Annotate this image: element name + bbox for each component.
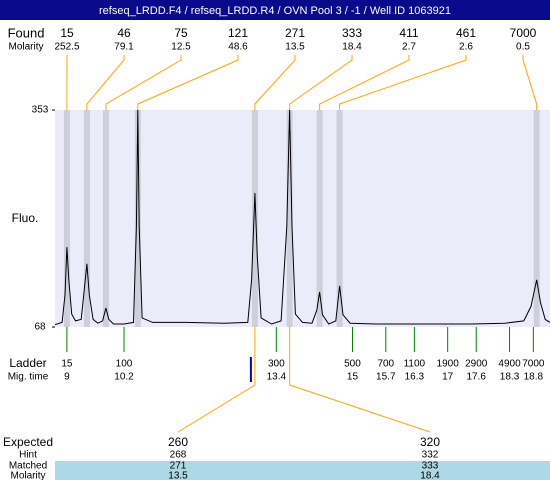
found-size: 271 bbox=[285, 26, 305, 40]
peak-band bbox=[63, 110, 70, 327]
mig-time-label: Mig. time bbox=[8, 372, 49, 383]
peak-band bbox=[251, 110, 258, 327]
found-connector bbox=[319, 55, 410, 110]
title: refseq_LRDD.F4 / refseq_LRDD.R4 / OVN Po… bbox=[99, 5, 451, 17]
ladder-size: 15 bbox=[61, 359, 73, 370]
peak-band bbox=[316, 110, 323, 327]
matched-row-bg bbox=[55, 461, 550, 480]
expected-value: 268 bbox=[170, 450, 187, 461]
found-molarity: 12.5 bbox=[171, 42, 191, 53]
peak-band bbox=[336, 110, 343, 327]
ladder-mig-time: 15.7 bbox=[376, 372, 396, 383]
expected-value: 260 bbox=[168, 435, 188, 449]
ladder-mig-time: 18.3 bbox=[500, 372, 520, 383]
found-size: 461 bbox=[456, 26, 476, 40]
found-molarity: 79.1 bbox=[114, 42, 134, 53]
ladder-mig-time: 17 bbox=[442, 372, 454, 383]
found-molarity: 252.5 bbox=[54, 42, 79, 53]
found-size: 7000 bbox=[510, 26, 537, 40]
ladder-size: 1900 bbox=[437, 359, 460, 370]
found-molarity: 18.4 bbox=[342, 42, 362, 53]
found-size: 333 bbox=[342, 26, 362, 40]
ladder-mig-time: 18.8 bbox=[524, 372, 544, 383]
found-size: 411 bbox=[399, 26, 418, 40]
ladder-size: 100 bbox=[116, 359, 133, 370]
expected-connector bbox=[289, 327, 431, 433]
y-tick-label: 68 bbox=[34, 322, 46, 333]
peak-band bbox=[134, 110, 141, 327]
expected-row-label: Matched bbox=[9, 461, 47, 472]
peak-band bbox=[83, 110, 90, 327]
found-connector bbox=[86, 55, 125, 110]
ladder-size: 300 bbox=[268, 359, 285, 370]
expected-connector bbox=[177, 327, 256, 433]
ladder-size: 4900 bbox=[498, 359, 521, 370]
title-bar bbox=[0, 0, 550, 20]
expected-value: 332 bbox=[422, 450, 439, 461]
ladder-label: Ladder bbox=[9, 356, 46, 370]
found-connector bbox=[522, 55, 538, 110]
y-tick-label: 353 bbox=[32, 105, 49, 116]
ladder-size: 1100 bbox=[404, 359, 426, 370]
found-connector bbox=[289, 55, 353, 110]
ladder-mig-time: 13.4 bbox=[267, 372, 287, 383]
found-label: Found bbox=[8, 25, 45, 40]
found-size: 121 bbox=[228, 26, 248, 40]
found-connector bbox=[105, 55, 182, 110]
peak-band bbox=[102, 110, 109, 327]
expected-value: 13.5 bbox=[168, 471, 188, 480]
ladder-size: 700 bbox=[377, 359, 394, 370]
ladder-mig-time: 9 bbox=[64, 372, 70, 383]
found-connector bbox=[137, 55, 239, 110]
expected-value: 320 bbox=[420, 435, 440, 449]
ladder-mig-time: 10.2 bbox=[114, 372, 134, 383]
y-axis-label: Fluo. bbox=[12, 211, 39, 225]
expected-row-label: Expected bbox=[3, 435, 53, 449]
ladder-size: 7000 bbox=[522, 359, 545, 370]
peak-band bbox=[533, 110, 540, 327]
found-size: 15 bbox=[60, 26, 74, 40]
ladder-mig-time: 17.6 bbox=[466, 372, 486, 383]
expected-row-label: Hint bbox=[19, 450, 37, 461]
expected-value: 271 bbox=[170, 461, 187, 472]
found-connector bbox=[339, 55, 467, 110]
found-molarity: 2.6 bbox=[459, 42, 473, 53]
expected-row-label: Molarity bbox=[10, 471, 45, 480]
found-size: 75 bbox=[174, 26, 188, 40]
ladder-size: 2900 bbox=[465, 359, 488, 370]
expected-value: 333 bbox=[422, 461, 439, 472]
found-molarity: 2.7 bbox=[402, 42, 416, 53]
ladder-mig-time: 15 bbox=[347, 372, 359, 383]
ladder-mig-time: 16.3 bbox=[405, 372, 425, 383]
ladder-size: 500 bbox=[344, 359, 361, 370]
found-molarity: 13.5 bbox=[285, 42, 305, 53]
molarity-label: Molarity bbox=[8, 42, 43, 53]
expected-value: 18.4 bbox=[420, 471, 440, 480]
found-molarity: 48.6 bbox=[228, 42, 248, 53]
found-size: 46 bbox=[117, 26, 131, 40]
found-molarity: 0.5 bbox=[516, 42, 530, 53]
found-connector bbox=[254, 55, 296, 110]
peak-band bbox=[286, 110, 293, 327]
trace bbox=[54, 109, 550, 326]
plot-area bbox=[55, 110, 550, 327]
